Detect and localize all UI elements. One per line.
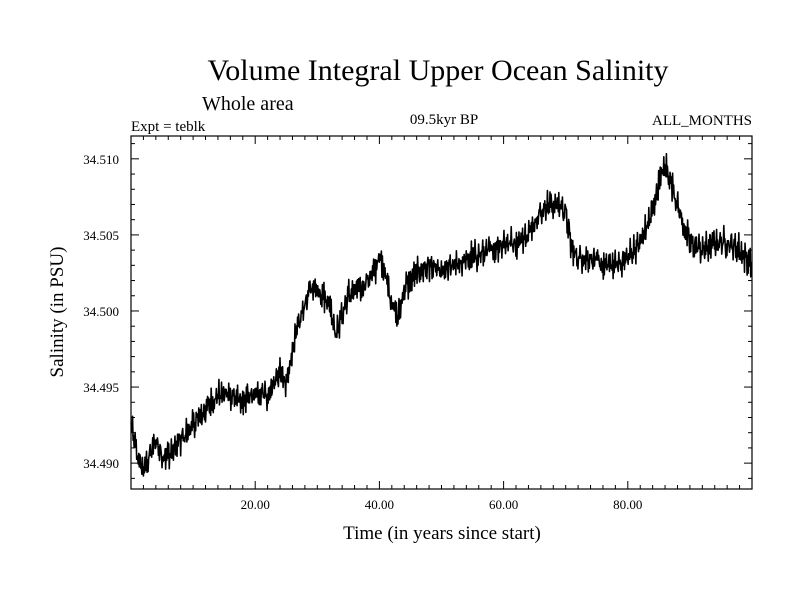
y-tick-label: 34.490 [83, 456, 119, 471]
y-axis-label: Salinity (in PSU) [47, 247, 68, 378]
x-axis-label: Time (in years since start) [343, 523, 541, 544]
x-tick-label: 80.00 [613, 497, 642, 512]
months-label: ALL_MONTHS [652, 113, 752, 129]
x-tick-label: 40.00 [365, 497, 394, 512]
x-tick-label: 20.00 [241, 497, 270, 512]
y-tick-label: 34.500 [83, 304, 119, 319]
y-tick-label: 34.495 [83, 380, 119, 395]
chart-subtitle: Whole area [202, 93, 294, 115]
period-label: 09.5kyr BP [410, 112, 478, 128]
y-axis-tick-labels: 34.490 34.495 34.500 34.505 34.510 [83, 152, 119, 471]
chart-title: Volume Integral Upper Ocean Salinity [208, 54, 669, 87]
y-axis-ticks [131, 143, 752, 479]
x-axis-tick-labels: 20.00 40.00 60.00 80.00 [241, 497, 643, 512]
plot-area: 20.00 40.00 60.00 80.00 34.49034.49534.5003… [83, 135, 753, 512]
x-tick-label: 60.00 [489, 497, 518, 512]
y-tick-label: 34.505 [83, 228, 119, 243]
y-tick-label: 34.510 [83, 152, 119, 167]
experiment-label: Expt = teblk [131, 119, 206, 135]
x-axis-ticks [142, 136, 741, 489]
salinity-series-line [130, 152, 753, 477]
